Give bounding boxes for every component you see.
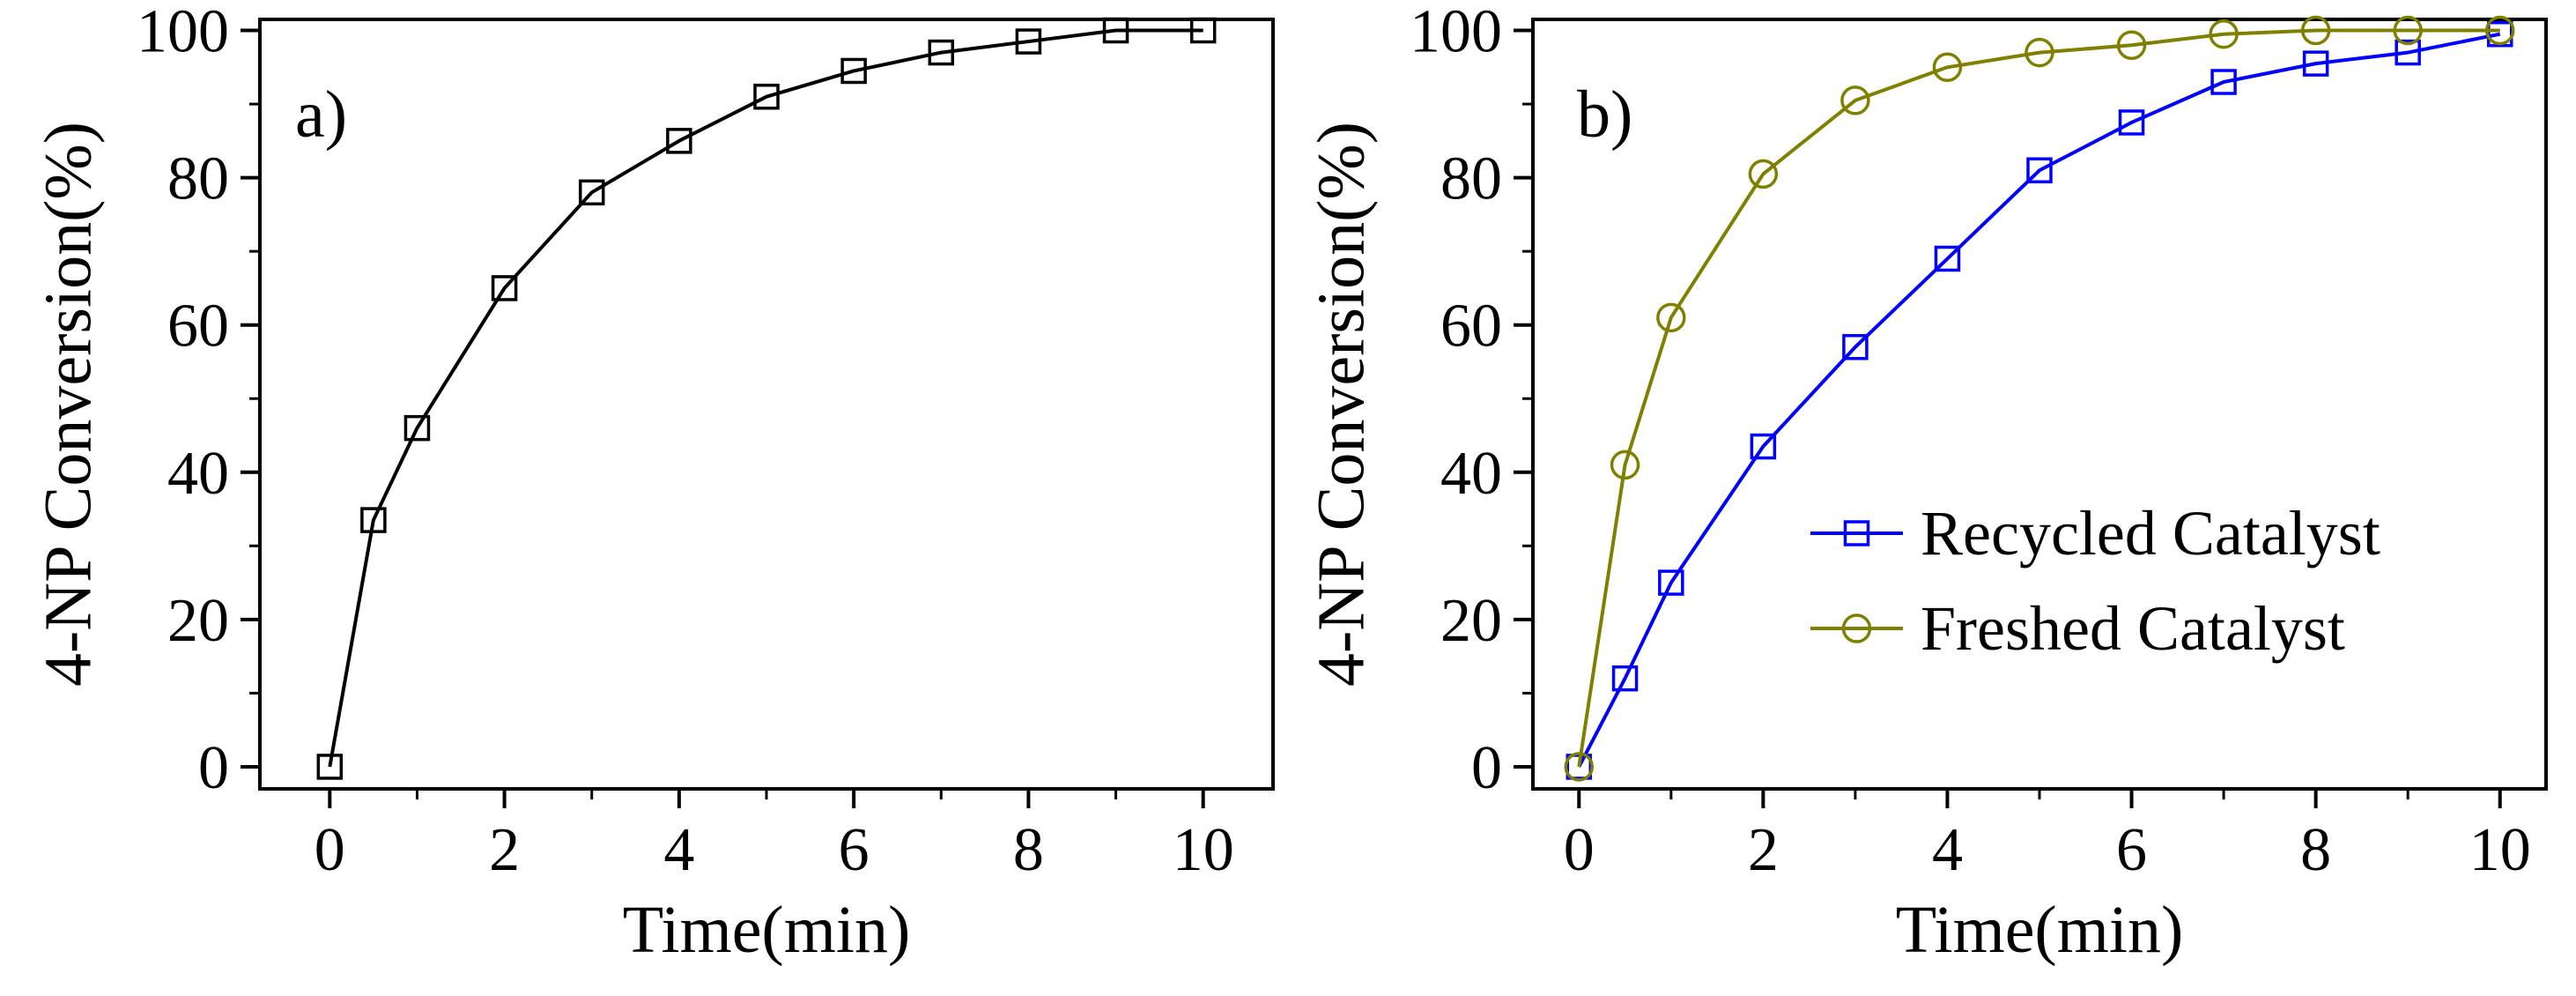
data-point [360,507,387,533]
x-tick-label: 0 [315,816,345,884]
data-point [753,83,780,110]
y-tick-label: 20 [1440,587,1502,655]
series-recycled-catalyst [1566,20,2513,780]
y-tick-label: 0 [1471,734,1502,802]
legend-label: Recycled Catalyst [1921,498,2380,569]
data-point [1748,159,1779,190]
data-point [2302,50,2329,77]
y-tick-label: 0 [198,734,229,802]
panel-label: a) [295,78,347,152]
data-point [1658,569,1684,596]
data-point [1842,334,1869,360]
data-point [1015,28,1042,55]
y-tick-label: 60 [167,293,229,360]
y-axis-title: 4-NP Conversion(%) [1304,122,1378,687]
legend-label: Freshed Catalyst [1921,593,2345,664]
data-point [2300,15,2331,46]
data-point [1932,52,1963,83]
legend: Recycled Catalyst Freshed Catalyst [1810,498,2380,664]
data-point [928,39,955,66]
y-tick-label: 40 [1440,440,1502,508]
x-tick-label: 6 [839,816,870,884]
panel-label: b) [1577,78,1632,152]
x-tick-label: 8 [1013,816,1044,884]
y-tick-label: 40 [167,440,229,508]
data-point [491,275,518,301]
series-line [328,28,1203,768]
data-point [1189,17,1217,44]
data-point [2393,15,2423,46]
data-point [840,57,867,85]
data-point [666,128,692,154]
x-tick-label: 6 [2116,816,2147,884]
data-point [578,179,605,206]
legend-marker [1841,613,1872,643]
data-point [2484,15,2515,46]
x-tick-label: 10 [2469,816,2531,884]
data-point [403,414,431,442]
data-point [2116,30,2147,60]
data-point [2395,39,2421,66]
data-point [1102,17,1129,44]
y-tick-label: 100 [137,0,229,66]
x-axis-title: Time(min) [1896,893,2184,967]
plot-frame [1531,18,2548,791]
data-point [1934,245,1961,272]
data-point [316,754,344,780]
data-point [1840,85,1870,115]
data-point [1564,752,1595,782]
data-point [1610,450,1640,480]
x-tick-label: 0 [1564,816,1595,884]
data-point [2209,19,2239,49]
x-tick-label: 4 [663,816,694,884]
legend-marker [1843,520,1870,546]
x-tick-label: 2 [489,816,520,884]
data-point [2026,157,2053,184]
x-tick-label: 8 [2300,816,2331,884]
data-point [1750,433,1777,460]
x-axis-title: Time(min) [623,893,911,967]
x-tick-label: 4 [1932,816,1963,884]
plot-frame [258,18,1275,791]
y-tick-label: 60 [1440,293,1502,360]
series-line [1577,28,2500,768]
x-tick-label: 2 [1748,816,1779,884]
y-tick-label: 20 [167,587,229,655]
y-tick-label: 80 [167,145,229,213]
data-point [1611,665,1639,692]
series-0 [316,17,1217,780]
data-point [2118,109,2145,136]
x-tick-label: 10 [1173,816,1234,884]
y-tick-label: 80 [1440,145,1502,213]
data-point [2025,37,2054,68]
series-freshed-catalyst [1564,15,2515,782]
y-tick-label: 100 [1410,0,1502,66]
data-point [1656,302,1686,333]
data-point [2210,69,2237,95]
series-line [1577,32,2501,768]
y-axis-title: 4-NP Conversion(%) [31,122,105,687]
